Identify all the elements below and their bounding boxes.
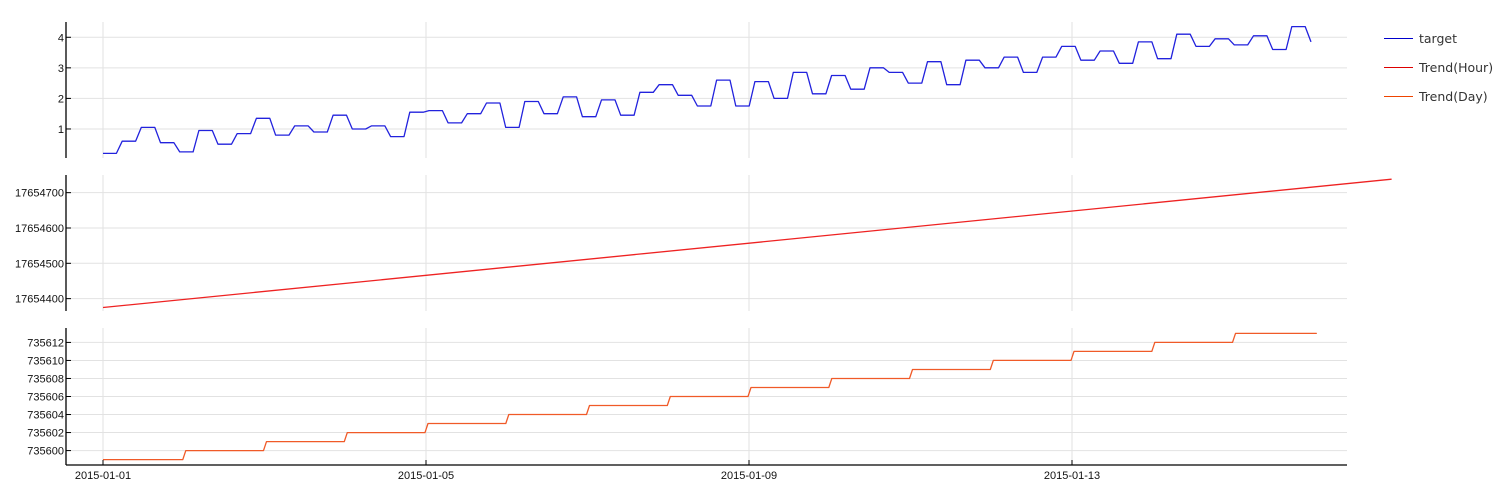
series-line-1 — [102, 178, 1392, 309]
legend-swatch-target-icon — [1384, 38, 1413, 39]
y-tick-label: 17654500 — [15, 258, 64, 270]
y-tick-label: 3 — [58, 63, 64, 75]
x-tick-label: 2015-01-05 — [398, 470, 454, 482]
y-tick-label: 735612 — [27, 337, 64, 349]
y-tick-label: 735600 — [27, 446, 64, 458]
legend-item-trend-day[interactable]: Trend(Day) — [1384, 82, 1493, 111]
x-tick-label: 2015-01-13 — [1044, 470, 1100, 482]
y-tick-label: 4 — [58, 32, 64, 44]
panel-trend-day: 735600 735602 735604 735606 735608 735610 7356… — [27, 328, 1347, 465]
legend-swatch-trend-day-icon — [1384, 96, 1413, 97]
panel-target: 1 2 3 4 — [58, 22, 1347, 158]
legend: target Trend(Hour) Trend(Day) — [1384, 24, 1493, 111]
panel-trend-hour: 17654400 17654500 17654600 17654700 — [15, 175, 1392, 311]
series-line-2 — [103, 332, 1317, 461]
x-tick-label: 2015-01-09 — [721, 470, 777, 482]
y-tick-label: 735606 — [27, 392, 64, 404]
legend-label: Trend(Hour) — [1419, 60, 1494, 75]
legend-item-target[interactable]: target — [1384, 24, 1493, 53]
y-tick-label: 1 — [58, 124, 64, 136]
y-tick-label: 735608 — [27, 373, 64, 385]
y-tick-label: 735604 — [27, 410, 64, 422]
legend-item-trend-hour[interactable]: Trend(Hour) — [1384, 53, 1493, 82]
y-tick-label: 2 — [58, 93, 64, 105]
y-tick-label: 17654700 — [15, 188, 64, 200]
x-tick-label: 2015-01-01 — [75, 470, 131, 482]
legend-label: Trend(Day) — [1419, 89, 1488, 104]
series-line-0 — [103, 25, 1312, 155]
y-tick-label: 17654400 — [15, 294, 64, 306]
y-tick-label: 735610 — [27, 355, 64, 367]
legend-swatch-trend-hour-icon — [1384, 67, 1413, 68]
y-tick-label: 17654600 — [15, 223, 64, 235]
y-tick-label: 735602 — [27, 428, 64, 440]
legend-label: target — [1419, 31, 1458, 46]
